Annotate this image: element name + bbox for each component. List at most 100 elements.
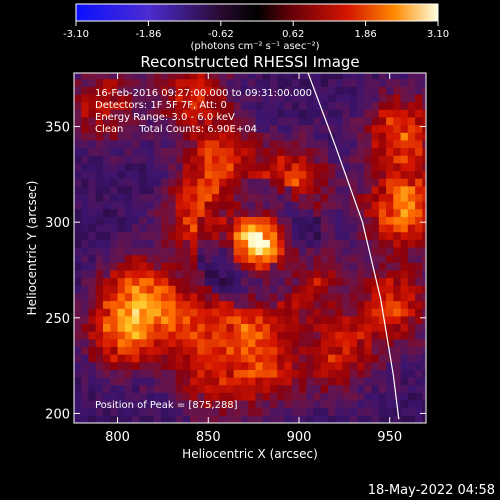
heatmap-cell — [298, 384, 307, 393]
heatmap-cell — [103, 354, 111, 363]
heatmap-cell — [320, 193, 329, 202]
heatmap-cell — [211, 300, 220, 309]
heatmap-cell — [182, 239, 191, 248]
heatmap-cell — [153, 415, 162, 423]
heatmap-cell — [262, 109, 271, 118]
heatmap-cell — [146, 262, 155, 271]
heatmap-cell — [161, 392, 169, 401]
heatmap-cell — [364, 139, 373, 149]
heatmap-cell — [357, 369, 365, 378]
heatmap-cell — [132, 292, 140, 302]
heatmap-cell — [168, 109, 177, 118]
heatmap-cell — [153, 139, 162, 149]
heatmap-cell — [226, 193, 235, 202]
heatmap-cell — [386, 254, 394, 263]
heatmap-cell — [298, 178, 307, 187]
heatmap-cell — [197, 269, 206, 279]
heatmap-cell — [415, 94, 423, 103]
heatmap-cell — [320, 338, 329, 347]
heatmap-cell — [328, 377, 336, 386]
heatmap-cell — [277, 377, 285, 386]
heatmap-cell — [422, 239, 426, 248]
heatmap-cell — [211, 392, 220, 401]
heatmap-cell — [88, 400, 97, 409]
heatmap-cell — [182, 178, 191, 187]
heatmap-cell — [132, 178, 140, 187]
heatmap-cell — [219, 354, 227, 363]
heatmap-cell — [262, 178, 271, 187]
heatmap-cell — [190, 346, 198, 355]
heatmap-cell — [277, 109, 285, 118]
heatmap-cell — [262, 78, 271, 87]
heatmap-cell — [233, 73, 242, 80]
heatmap-cell — [320, 201, 329, 210]
heatmap-cell — [277, 78, 285, 87]
heatmap-cell — [357, 346, 365, 355]
heatmap-cell — [248, 162, 256, 172]
heatmap-cell — [248, 377, 256, 386]
heatmap-cell — [335, 285, 344, 294]
heatmap-cell — [124, 285, 133, 294]
heatmap-cell — [204, 231, 213, 240]
heatmap-cell — [320, 185, 329, 194]
heatmap-cell — [262, 315, 271, 325]
heatmap-cell — [161, 239, 169, 248]
heatmap-cell — [313, 338, 322, 347]
heatmap-cell — [219, 201, 227, 210]
heatmap-cell — [190, 86, 198, 95]
heatmap-cell — [357, 239, 365, 248]
heatmap-cell — [364, 269, 373, 279]
heatmap-cell — [306, 73, 315, 80]
heatmap-cell — [175, 216, 184, 225]
heatmap-cell — [255, 86, 264, 95]
heatmap-cell — [168, 354, 177, 363]
heatmap-cell — [357, 178, 365, 187]
heatmap-cell — [313, 178, 322, 187]
heatmap-cell — [291, 216, 300, 225]
heatmap-cell — [74, 323, 82, 332]
heatmap-cell — [400, 415, 409, 423]
heatmap-cell — [364, 132, 373, 141]
heatmap-cell — [182, 269, 191, 279]
heatmap-cell — [269, 162, 278, 172]
heatmap-cell — [269, 346, 278, 355]
heatmap-cell — [219, 262, 227, 271]
heatmap-cell — [291, 170, 300, 179]
heatmap-cell — [422, 86, 426, 95]
heatmap-cell — [103, 116, 111, 126]
heatmap-cell — [226, 147, 235, 156]
heatmap-cell — [284, 247, 293, 256]
heatmap-cell — [81, 384, 90, 393]
heatmap-cell — [95, 132, 104, 141]
heatmap-cell — [262, 369, 271, 378]
heatmap-cell — [400, 94, 409, 103]
heatmap-cell — [291, 369, 300, 378]
heatmap-cell — [415, 407, 423, 416]
heatmap-cell — [95, 292, 104, 302]
heatmap-cell — [320, 109, 329, 118]
heatmap-cell — [197, 400, 206, 409]
heatmap-cell — [335, 224, 344, 233]
heatmap-cell — [357, 216, 365, 225]
heatmap-cell — [320, 124, 329, 133]
heatmap-cell — [182, 262, 191, 271]
heatmap-cell — [168, 369, 177, 378]
heatmap-cell — [103, 377, 111, 386]
heatmap-cell — [240, 338, 249, 347]
heatmap-cell — [95, 162, 104, 172]
heatmap-cell — [400, 323, 409, 332]
heatmap-cell — [269, 73, 278, 80]
heatmap-cell — [139, 292, 148, 302]
heatmap-cell — [255, 239, 264, 248]
heatmap-cell — [233, 109, 242, 118]
heatmap-cell — [175, 201, 184, 210]
heatmap-cell — [117, 247, 126, 256]
heatmap-cell — [255, 277, 264, 286]
heatmap-cell — [393, 109, 402, 118]
heatmap-cell — [219, 239, 227, 248]
heatmap-cell — [342, 377, 351, 386]
heatmap-cell — [378, 315, 387, 325]
heatmap-cell — [248, 300, 256, 309]
heatmap-cell — [262, 384, 271, 393]
heatmap-cell — [291, 224, 300, 233]
